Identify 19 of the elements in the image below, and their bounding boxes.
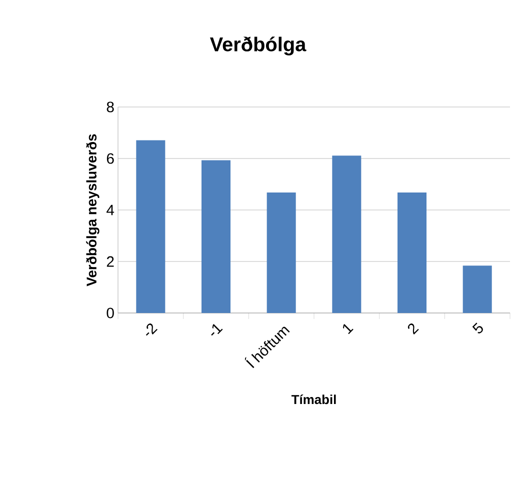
x-tick-label: 1 [342,324,354,334]
y-tick-label: 0 [106,308,114,318]
bar [398,192,427,313]
x-tick-label: 2 [408,324,419,334]
bar [136,140,166,313]
bar [332,156,362,313]
bar [202,160,231,313]
x-tick-label: -1 [211,324,223,336]
bar [462,266,492,313]
x-axis-title: Tímabil [291,394,336,404]
x-tick-label: -2 [146,324,158,336]
y-tick-label: 2 [106,256,114,267]
x-tick-label: 5 [472,322,483,334]
y-tick-label: 8 [106,102,114,112]
y-tick-label: 4 [106,204,114,216]
chart-title: Verðbólga [210,36,306,56]
y-tick-label: 6 [106,153,114,164]
bar [266,192,296,313]
y-axis-title: Verðbólga neysluverðs [86,134,100,286]
